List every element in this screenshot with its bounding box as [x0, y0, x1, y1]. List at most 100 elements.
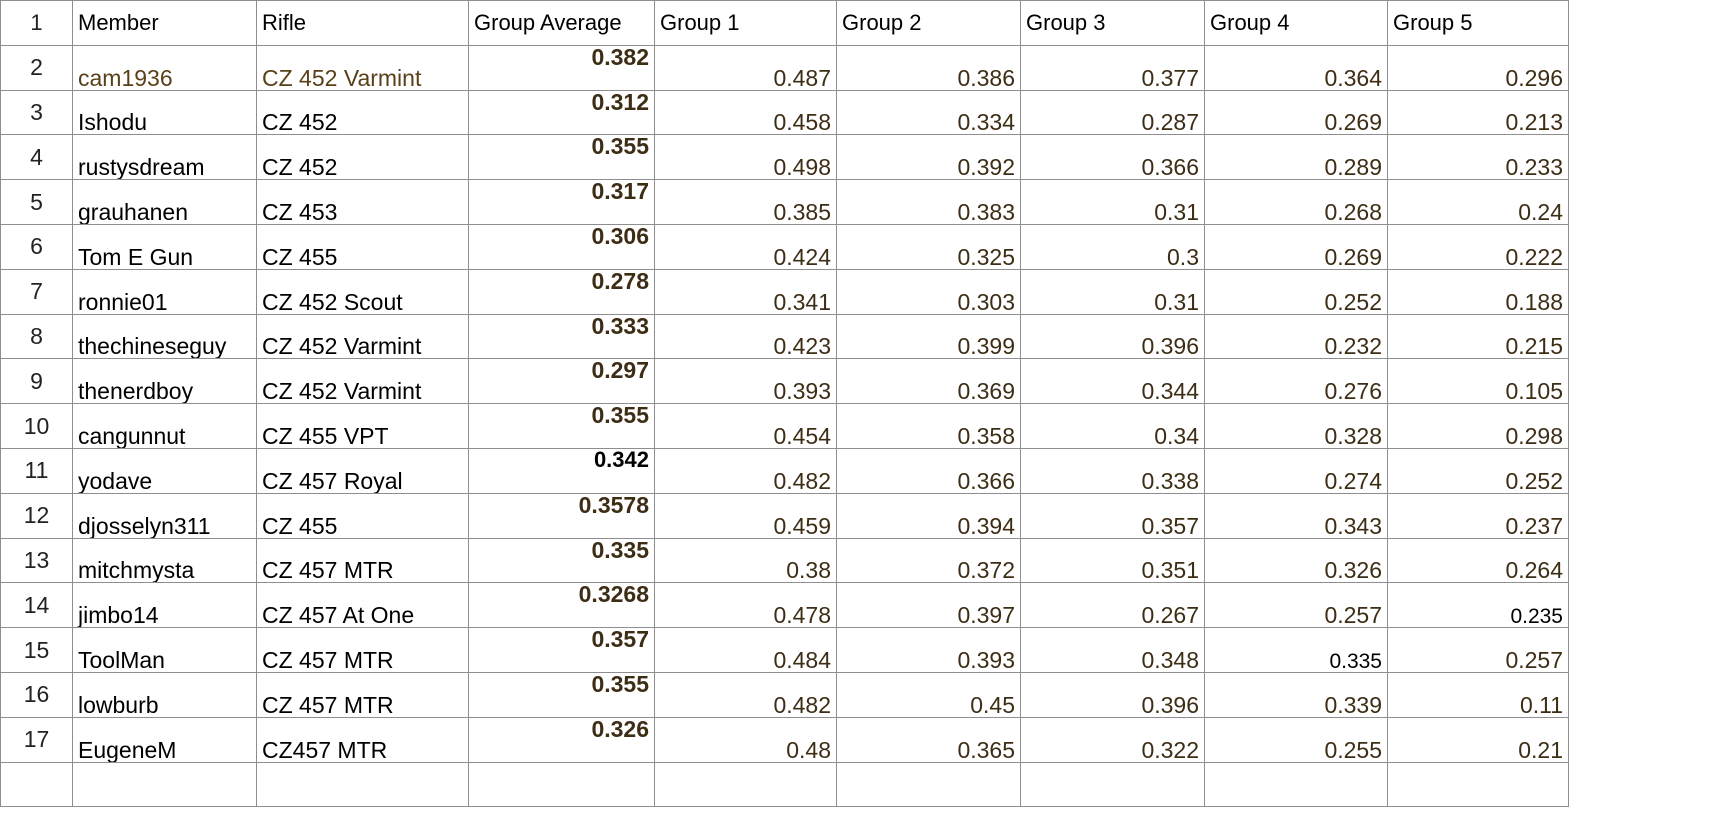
- member-cell[interactable]: [72, 761, 257, 808]
- member-cell[interactable]: EugeneM: [72, 716, 257, 763]
- group-2-cell[interactable]: 0.383: [836, 179, 1021, 225]
- group-1-cell[interactable]: 0.38: [654, 537, 837, 584]
- group-4-cell[interactable]: [1204, 761, 1388, 808]
- rifle-cell[interactable]: CZ 452 Varmint: [256, 313, 469, 360]
- col-header-member[interactable]: Member: [72, 0, 257, 46]
- group-3-cell[interactable]: 0.267: [1020, 582, 1205, 629]
- group-5-cell[interactable]: 0.296: [1387, 44, 1569, 91]
- group-2-cell[interactable]: 0.366: [836, 447, 1021, 494]
- group-5-cell[interactable]: 0.264: [1387, 537, 1569, 584]
- group-4-cell[interactable]: 0.326: [1204, 537, 1388, 584]
- group-average-cell[interactable]: 0.335: [468, 537, 655, 584]
- group-4-cell[interactable]: 0.255: [1204, 716, 1388, 763]
- group-average-cell[interactable]: 0.312: [468, 89, 655, 136]
- group-4-cell[interactable]: 0.343: [1204, 492, 1388, 539]
- group-5-cell[interactable]: 0.24: [1387, 179, 1569, 225]
- group-5-cell[interactable]: 0.252: [1387, 447, 1569, 494]
- group-1-cell[interactable]: 0.341: [654, 268, 837, 315]
- group-5-cell[interactable]: 0.215: [1387, 313, 1569, 360]
- member-cell[interactable]: jimbo14: [72, 582, 257, 629]
- group-1-cell[interactable]: 0.393: [654, 358, 837, 405]
- member-cell[interactable]: grauhanen: [72, 179, 257, 225]
- group-4-cell[interactable]: 0.364: [1204, 44, 1388, 91]
- group-average-cell[interactable]: 0.278: [468, 268, 655, 315]
- group-3-cell[interactable]: 0.34: [1020, 403, 1205, 449]
- group-5-cell[interactable]: 0.257: [1387, 627, 1569, 673]
- group-4-cell[interactable]: 0.339: [1204, 671, 1388, 718]
- row-header[interactable]: 10: [0, 403, 73, 449]
- group-1-cell[interactable]: 0.478: [654, 582, 837, 629]
- rifle-cell[interactable]: CZ 457 MTR: [256, 671, 469, 718]
- rifle-cell[interactable]: CZ 457 MTR: [256, 627, 469, 673]
- group-2-cell[interactable]: 0.365: [836, 716, 1021, 763]
- rifle-cell[interactable]: CZ 457 MTR: [256, 537, 469, 584]
- group-average-cell[interactable]: 0.297: [468, 358, 655, 405]
- group-1-cell[interactable]: 0.48: [654, 716, 837, 763]
- group-2-cell[interactable]: 0.325: [836, 223, 1021, 270]
- group-4-cell[interactable]: 0.232: [1204, 313, 1388, 360]
- group-5-cell[interactable]: 0.11: [1387, 671, 1569, 718]
- group-2-cell[interactable]: 0.45: [836, 671, 1021, 718]
- rifle-cell[interactable]: CZ 455: [256, 223, 469, 270]
- row-header[interactable]: 2: [0, 44, 73, 91]
- rifle-cell[interactable]: [256, 761, 469, 808]
- group-average-cell[interactable]: 0.3578: [468, 492, 655, 539]
- group-5-cell[interactable]: 0.233: [1387, 134, 1569, 181]
- col-header-group-2[interactable]: Group 2: [836, 0, 1021, 46]
- row-header[interactable]: 14: [0, 582, 73, 629]
- member-cell[interactable]: yodave: [72, 447, 257, 494]
- group-2-cell[interactable]: 0.369: [836, 358, 1021, 405]
- group-3-cell[interactable]: 0.366: [1020, 134, 1205, 181]
- group-2-cell[interactable]: 0.393: [836, 627, 1021, 673]
- group-2-cell[interactable]: 0.386: [836, 44, 1021, 91]
- row-header[interactable]: 8: [0, 313, 73, 360]
- row-header[interactable]: 9: [0, 358, 73, 405]
- group-4-cell[interactable]: 0.257: [1204, 582, 1388, 629]
- member-cell[interactable]: Tom E Gun: [72, 223, 257, 270]
- group-3-cell[interactable]: 0.396: [1020, 671, 1205, 718]
- group-1-cell[interactable]: 0.482: [654, 671, 837, 718]
- group-4-cell[interactable]: 0.335: [1204, 627, 1388, 673]
- group-4-cell[interactable]: 0.276: [1204, 358, 1388, 405]
- group-5-cell[interactable]: 0.235: [1387, 582, 1569, 629]
- group-1-cell[interactable]: 0.484: [654, 627, 837, 673]
- group-average-cell[interactable]: 0.357: [468, 627, 655, 673]
- group-average-cell[interactable]: 0.342: [468, 447, 655, 494]
- rifle-cell[interactable]: CZ 452 Varmint: [256, 358, 469, 405]
- row-header[interactable]: 16: [0, 671, 73, 718]
- group-3-cell[interactable]: 0.377: [1020, 44, 1205, 91]
- member-cell[interactable]: mitchmysta: [72, 537, 257, 584]
- group-3-cell[interactable]: 0.31: [1020, 179, 1205, 225]
- group-4-cell[interactable]: 0.274: [1204, 447, 1388, 494]
- group-average-cell[interactable]: [468, 761, 655, 808]
- row-header[interactable]: 1: [0, 0, 73, 46]
- rifle-cell[interactable]: CZ 452 Varmint: [256, 44, 469, 91]
- group-average-cell[interactable]: 0.355: [468, 671, 655, 718]
- group-2-cell[interactable]: [836, 761, 1021, 808]
- rifle-cell[interactable]: CZ 453: [256, 179, 469, 225]
- group-2-cell[interactable]: 0.334: [836, 89, 1021, 136]
- rifle-cell[interactable]: CZ 452: [256, 89, 469, 136]
- member-cell[interactable]: ToolMan: [72, 627, 257, 673]
- group-average-cell[interactable]: 0.355: [468, 403, 655, 449]
- group-4-cell[interactable]: 0.269: [1204, 89, 1388, 136]
- group-4-cell[interactable]: 0.289: [1204, 134, 1388, 181]
- group-1-cell[interactable]: [654, 761, 837, 808]
- group-average-cell[interactable]: 0.317: [468, 179, 655, 225]
- member-cell[interactable]: cangunnut: [72, 403, 257, 449]
- group-2-cell[interactable]: 0.399: [836, 313, 1021, 360]
- row-header[interactable]: 7: [0, 268, 73, 315]
- group-average-cell[interactable]: 0.382: [468, 44, 655, 91]
- group-average-cell[interactable]: 0.3268: [468, 582, 655, 629]
- group-3-cell[interactable]: 0.344: [1020, 358, 1205, 405]
- row-header[interactable]: 6: [0, 223, 73, 270]
- group-4-cell[interactable]: 0.269: [1204, 223, 1388, 270]
- group-1-cell[interactable]: 0.459: [654, 492, 837, 539]
- row-header[interactable]: 11: [0, 447, 73, 494]
- group-average-cell[interactable]: 0.333: [468, 313, 655, 360]
- group-4-cell[interactable]: 0.268: [1204, 179, 1388, 225]
- group-2-cell[interactable]: 0.392: [836, 134, 1021, 181]
- col-header-group-5[interactable]: Group 5: [1387, 0, 1569, 46]
- row-header[interactable]: 17: [0, 716, 73, 763]
- row-header[interactable]: 15: [0, 627, 73, 673]
